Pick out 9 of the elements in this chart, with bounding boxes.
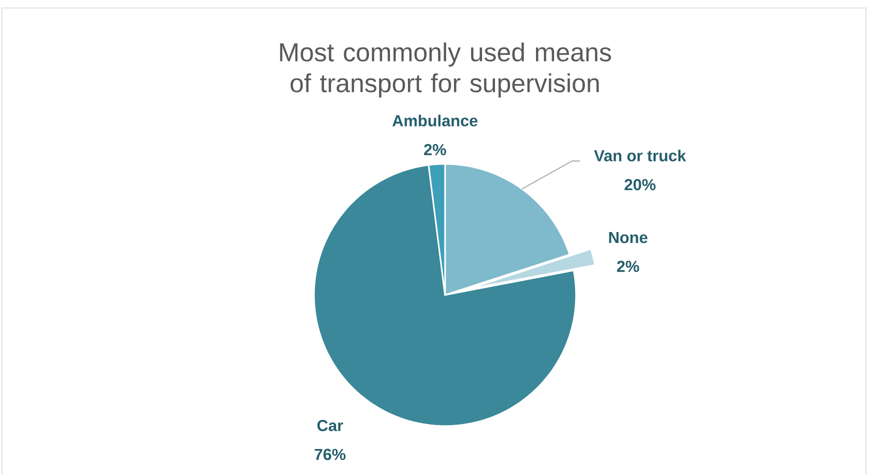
data-label: 2% bbox=[617, 260, 640, 272]
chart-title: Most commonly used means of transport for supervision bbox=[280, 42, 611, 98]
data-label: 76% bbox=[314, 448, 346, 460]
slice-label: Ambulance bbox=[392, 114, 478, 126]
slice-label: Van or truck bbox=[594, 150, 686, 162]
slice-label: Car bbox=[317, 420, 344, 432]
slice-label: None bbox=[609, 232, 648, 244]
data-label: 2% bbox=[424, 144, 446, 156]
data-label: 20% bbox=[624, 179, 656, 190]
